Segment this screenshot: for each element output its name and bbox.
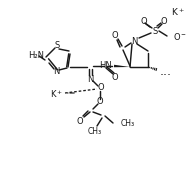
Text: S: S — [54, 42, 60, 50]
Polygon shape — [114, 65, 130, 67]
Text: HN: HN — [99, 61, 112, 70]
Text: K$^+$: K$^+$ — [171, 6, 185, 18]
Text: O: O — [77, 117, 83, 126]
Text: O: O — [141, 17, 147, 26]
Text: CH₃: CH₃ — [88, 128, 102, 136]
Text: S: S — [152, 26, 158, 35]
Text: H₂N: H₂N — [28, 52, 44, 61]
Text: N: N — [131, 37, 137, 45]
Text: O$^-$: O$^-$ — [173, 30, 187, 42]
Text: O: O — [97, 97, 103, 106]
Text: O: O — [112, 31, 118, 41]
Text: N: N — [87, 74, 93, 84]
Text: ···: ··· — [160, 69, 172, 82]
Text: K$^+$: K$^+$ — [50, 88, 63, 100]
Text: O: O — [161, 17, 167, 26]
Text: O: O — [112, 73, 118, 81]
Text: O: O — [98, 84, 104, 93]
Text: CH₃: CH₃ — [121, 120, 135, 129]
Text: N: N — [53, 66, 59, 76]
